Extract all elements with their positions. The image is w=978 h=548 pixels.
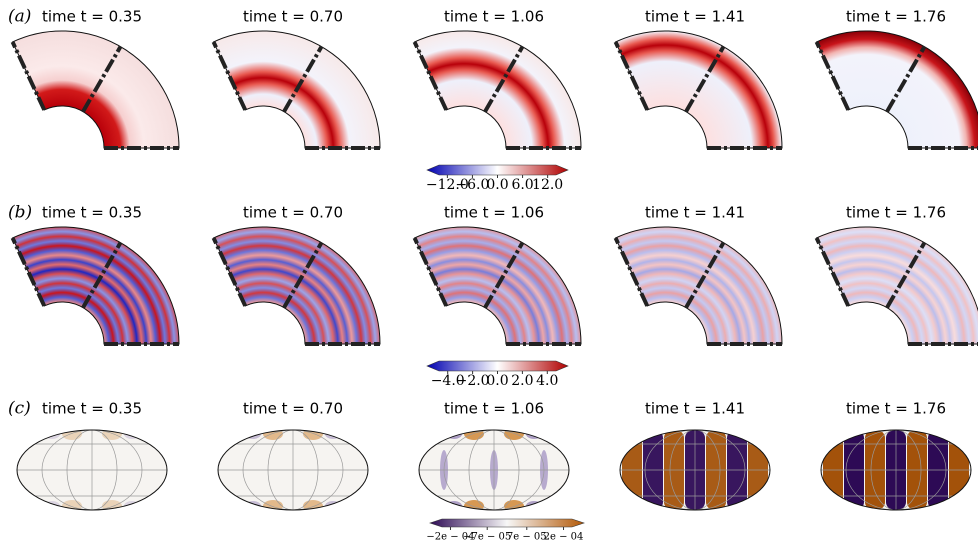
panel-label: (a) (8, 7, 31, 27)
panel-title: time t = 1.76 (846, 204, 946, 222)
map-outline (820, 429, 972, 511)
panel-title: time t = 1.41 (645, 400, 745, 418)
map-outline (619, 429, 771, 511)
surface-feature (62, 430, 82, 440)
panel-title: time t = 0.70 (243, 8, 343, 26)
field-snapshot (815, 226, 978, 345)
boundary-line (483, 45, 525, 113)
boundary-line (282, 241, 324, 309)
panel-title: time t = 1.76 (846, 400, 946, 418)
colorbar (426, 360, 569, 372)
colorbar-tick-label: −2e − 04 (426, 532, 474, 543)
surface-feature (464, 500, 484, 510)
map-outline (217, 429, 369, 511)
boundary-line (814, 237, 851, 307)
colorbar-tick-label: 4.0 (536, 373, 558, 389)
colorbar-tick-label: −12.0 (426, 177, 469, 193)
surface-feature (62, 500, 82, 510)
boundary-line (483, 241, 525, 309)
boundary-line (81, 45, 123, 113)
panel-title: time t = 1.76 (846, 8, 946, 26)
field-snapshot (815, 30, 978, 149)
panel-title: time t = 1.06 (444, 400, 544, 418)
boundary-line (211, 41, 248, 111)
surface-feature (102, 430, 122, 440)
panel-label: (b) (8, 203, 32, 223)
panel-title: time t = 0.35 (42, 400, 142, 418)
colorbar-tick-label: −2.0 (456, 373, 490, 389)
boundary-line (613, 237, 650, 307)
colorbar-tick-label: 0.0 (486, 177, 508, 193)
boundary-line (282, 45, 324, 113)
boundary-line (684, 45, 726, 113)
panel-label: (c) (8, 399, 31, 419)
panel-title: time t = 1.06 (444, 204, 544, 222)
colorbar (426, 164, 569, 176)
boundary-line (684, 241, 726, 309)
colorbar-tick-label: −4.0 (431, 373, 465, 389)
colorbar-tick-label: 7e − 05 (507, 532, 547, 543)
panel-title: time t = 0.70 (243, 400, 343, 418)
surface-feature (102, 500, 122, 510)
colorbar-tick-label: 2.0 (511, 373, 533, 389)
boundary-line (412, 237, 449, 307)
panel-title: time t = 1.06 (444, 8, 544, 26)
panel-title: time t = 0.35 (42, 204, 142, 222)
colorbar-tick-label: 12.0 (532, 177, 563, 193)
surface-feature (504, 500, 524, 510)
surface-feature (303, 500, 323, 510)
panel-title: time t = 1.41 (645, 204, 745, 222)
map-outline (16, 429, 168, 511)
boundary-line (10, 237, 47, 307)
map-outline (418, 429, 570, 511)
surface-feature (263, 500, 283, 510)
colorbar-tick-label: 0.0 (486, 373, 508, 389)
colorbar-tick-label: −6.0 (455, 177, 489, 193)
boundary-line (412, 41, 449, 111)
colorbar (429, 518, 585, 528)
boundary-line (814, 41, 851, 111)
panel-title: time t = 1.41 (645, 8, 745, 26)
surface-feature (263, 430, 283, 440)
boundary-line (211, 237, 248, 307)
surface-feature (464, 430, 484, 440)
colorbar-tick-label: −7e − 05 (463, 532, 511, 543)
boundary-line (613, 41, 650, 111)
colorbar-tick-label: 6.0 (511, 177, 533, 193)
boundary-line (10, 41, 47, 111)
surface-feature (303, 430, 323, 440)
colorbar-tick-label: 2e − 04 (544, 532, 584, 543)
panel-title: time t = 0.70 (243, 204, 343, 222)
boundary-line (81, 241, 123, 309)
boundary-line (885, 241, 927, 309)
surface-feature (504, 430, 524, 440)
panel-title: time t = 0.35 (42, 8, 142, 26)
boundary-line (885, 45, 927, 113)
